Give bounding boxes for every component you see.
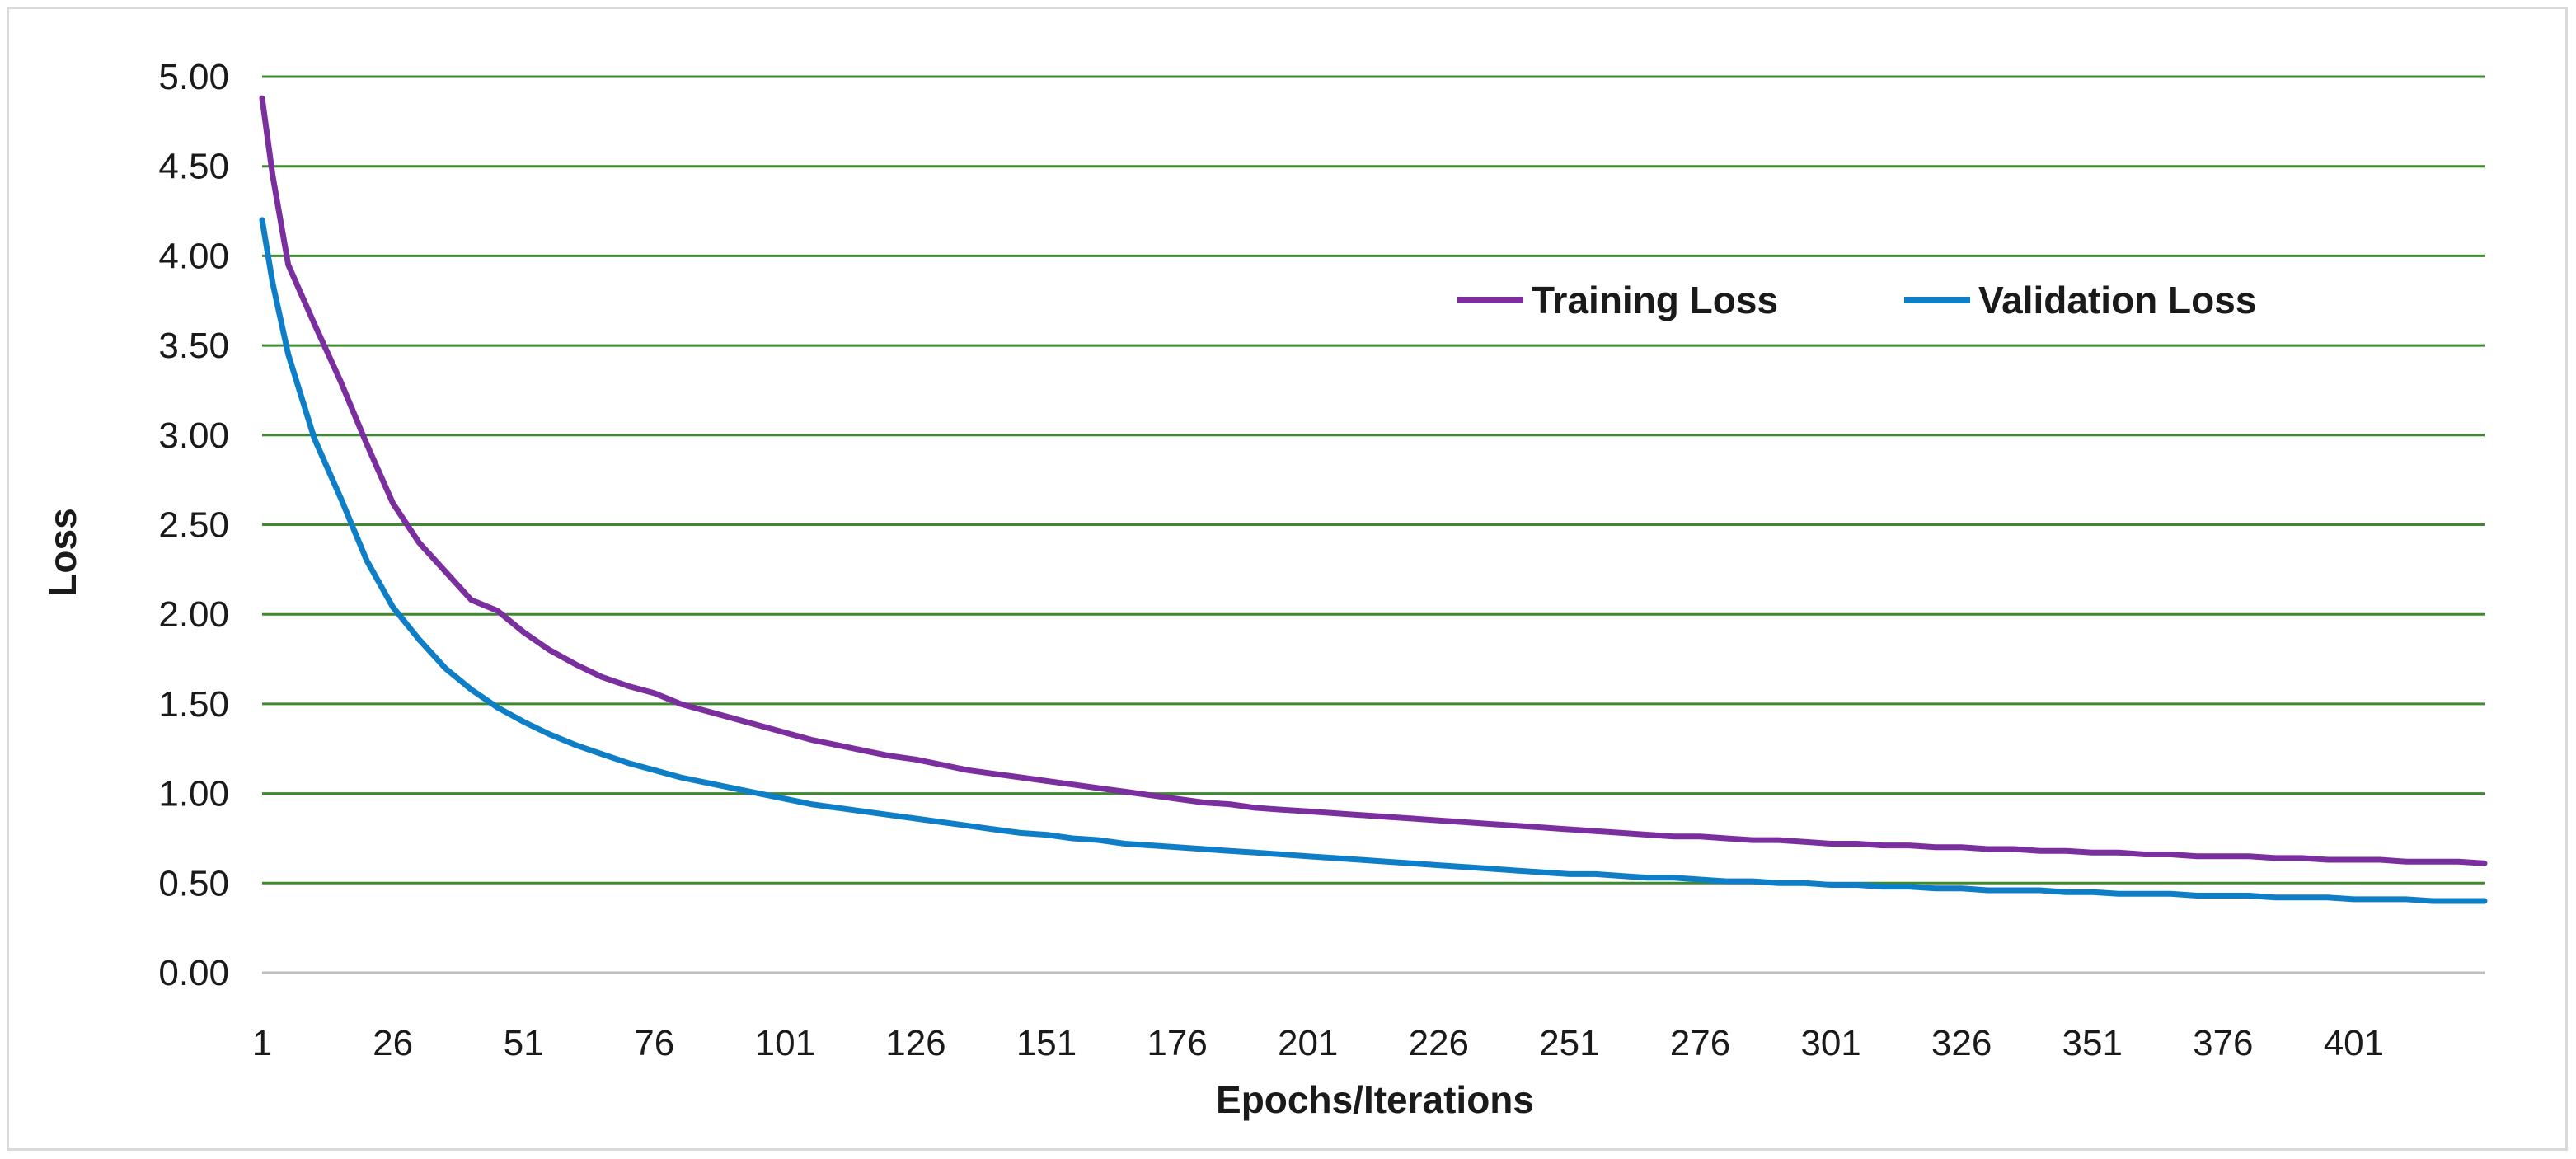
x-tick-label: 26 xyxy=(373,1023,413,1063)
x-axis-title: Epochs/Iterations xyxy=(1216,1078,1534,1121)
x-tick-label: 201 xyxy=(1278,1023,1338,1063)
legend-label-training-loss: Training Loss xyxy=(1532,279,1778,321)
y-tick-label: 1.00 xyxy=(158,774,229,814)
chart-frame xyxy=(7,7,2568,1151)
x-tick-label: 301 xyxy=(1800,1023,1860,1063)
gridlines xyxy=(262,75,2485,884)
x-tick-label: 101 xyxy=(755,1023,815,1063)
x-tick-label: 401 xyxy=(2324,1023,2384,1063)
y-axis-title: Loss xyxy=(41,508,84,596)
x-tick-label: 276 xyxy=(1670,1023,1730,1063)
x-axis-ticks: 1 26 51 76 101 126 151 176 201 226 251 276 301 326 351… xyxy=(252,1023,2384,1063)
y-tick-label: 4.50 xyxy=(158,147,229,187)
x-tick-label: 151 xyxy=(1016,1023,1077,1063)
x-tick-label: 176 xyxy=(1147,1023,1207,1063)
y-axis-ticks: 0.00 0.50 1.00 1.50 2.00 2.50 3.00 3.50 4.00 4.50… xyxy=(158,57,229,993)
y-tick-label: 1.50 xyxy=(158,684,229,725)
y-tick-label: 4.00 xyxy=(158,236,229,276)
legend: Training Loss Validation Loss xyxy=(1457,279,2256,321)
x-tick-label: 1 xyxy=(252,1023,272,1063)
y-tick-label: 2.50 xyxy=(158,505,229,546)
series-lines xyxy=(259,95,2488,904)
x-tick-label: 51 xyxy=(504,1023,544,1063)
series-line-validation-loss xyxy=(259,217,2488,904)
legend-label-validation-loss: Validation Loss xyxy=(1978,279,2256,321)
x-tick-label: 376 xyxy=(2193,1023,2253,1063)
series-line-training-loss xyxy=(259,95,2488,866)
y-tick-label: 3.50 xyxy=(158,326,229,366)
x-tick-label: 251 xyxy=(1539,1023,1599,1063)
y-tick-label: 0.00 xyxy=(158,953,229,993)
y-tick-label: 3.00 xyxy=(158,415,229,456)
x-tick-label: 226 xyxy=(1409,1023,1469,1063)
y-tick-label: 5.00 xyxy=(158,57,229,97)
y-tick-label: 0.50 xyxy=(158,863,229,903)
x-tick-label: 326 xyxy=(1931,1023,1992,1063)
x-tick-label: 76 xyxy=(634,1023,674,1063)
x-tick-label: 351 xyxy=(2062,1023,2123,1063)
x-tick-label: 126 xyxy=(885,1023,945,1063)
y-tick-label: 2.00 xyxy=(158,594,229,635)
